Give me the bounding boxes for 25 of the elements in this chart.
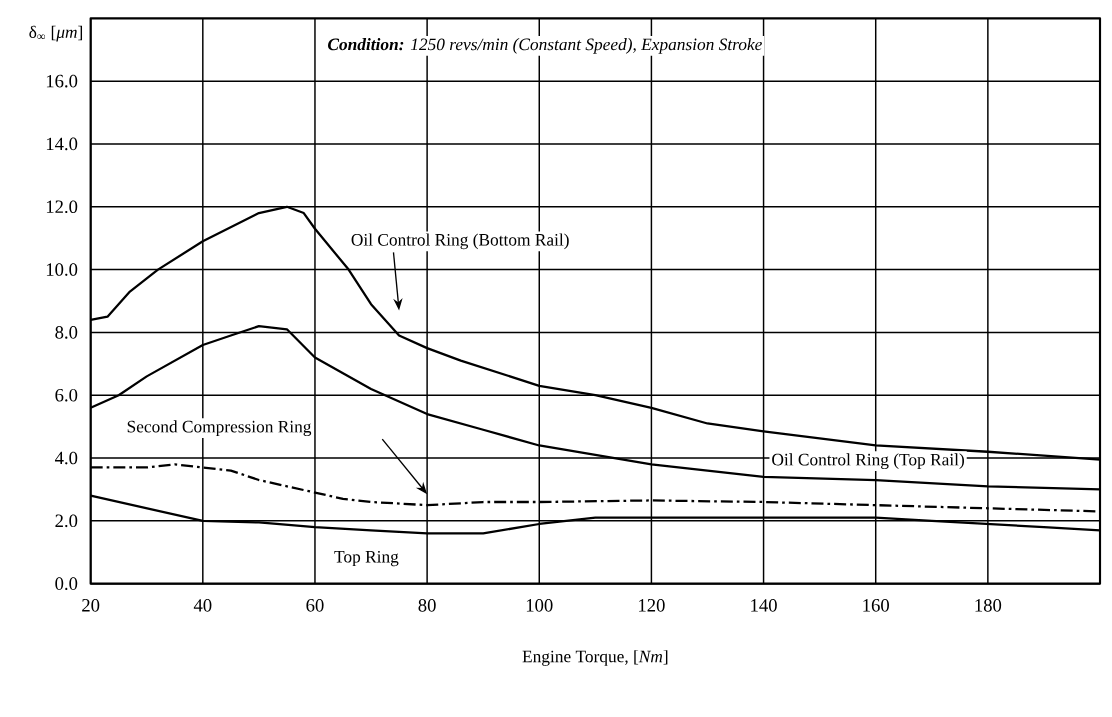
y-tick-label: 10.0 [46,263,78,276]
x-tick-label: 20 [82,599,100,612]
y-tick-label: 12.0 [46,200,78,214]
x-tick-label: 120 [639,599,665,612]
y-tick-label: 0.0 [55,577,78,591]
x-tick-label: 140 [751,599,777,612]
x-tick-label: 160 [863,599,889,612]
series-label: Oil Control Ring (Bottom Rail) [351,233,569,250]
series-label: Top Ring [334,550,399,567]
y-tick-label: 4.0 [54,451,78,465]
x-tick-label: 60 [306,599,324,612]
y-tick-label: 14.0 [46,137,78,151]
y-tick-label: 16.0 [46,74,78,88]
x-tick-label: 180 [975,599,1002,612]
series-label: Oil Control Ring (Top Rail) [772,453,965,470]
y-tick-label: 8.0 [55,326,78,339]
x-tick-label: 80 [418,599,436,612]
x-tick-label: 40 [193,599,212,612]
y-tick-label: 6.0 [55,388,78,402]
x-axis-title: Engine Torque, [Nm] [522,650,668,666]
text: Condition: 1250 revs/min (Constant Speed), Expansion Stroke [328,38,762,54]
series-label: Second Compression Ring [127,420,312,437]
y-axis-title: δ$_{∞}$ [μm] [29,25,83,42]
x-tick-label: 100 [526,599,553,612]
y-tick-label: 2.0 [55,514,78,528]
